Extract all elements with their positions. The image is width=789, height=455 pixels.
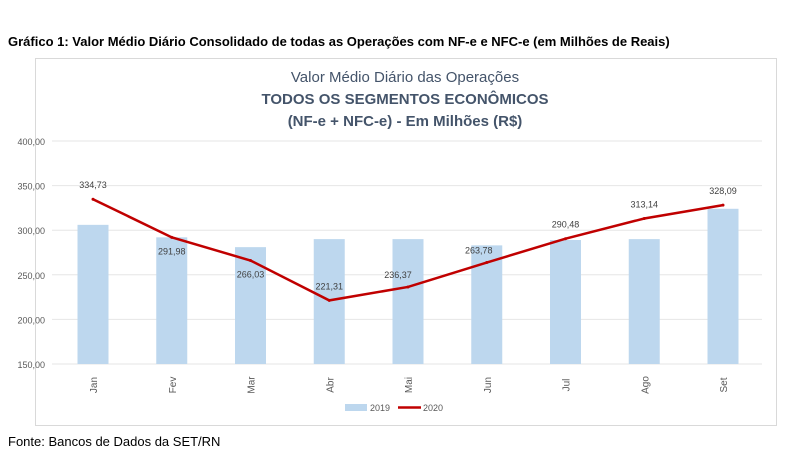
x-tick-label: Mai — [404, 377, 415, 393]
x-tick-label: Set — [719, 377, 730, 392]
chart-title-1: Valor Médio Diário das Operações — [291, 69, 519, 86]
data-label-2020: 328,09 — [709, 186, 737, 196]
legend-label-2020: 2020 — [423, 403, 443, 413]
x-tick-label: Jun — [483, 377, 494, 393]
y-tick-label: 150,00 — [17, 360, 45, 370]
x-tick-label: Jul — [562, 379, 573, 392]
point-2020-Mai — [406, 285, 410, 289]
data-label-2020: 263,78 — [465, 246, 493, 256]
point-2020-Abr — [327, 298, 331, 302]
point-2020-Jun — [485, 261, 489, 265]
y-tick-label: 350,00 — [17, 182, 45, 192]
data-label-2020: 291,98 — [158, 246, 186, 256]
source-note: Fonte: Bancos de Dados da SET/RN — [8, 434, 221, 449]
x-tick-label: Jan — [89, 377, 100, 393]
bar-2019-Fev — [156, 237, 188, 364]
point-2020-Jul — [564, 237, 567, 241]
legend-label-2019: 2019 — [370, 403, 390, 413]
bar-2019-Set — [707, 208, 739, 364]
chart-title-3: (NF-e + NFC-e) - Em Milhões (R$) — [288, 113, 523, 130]
point-2020-Jan — [91, 197, 95, 201]
data-label-2020: 290,48 — [552, 220, 580, 230]
figure-title: Gráfico 1: Valor Médio Diário Consolidad… — [8, 34, 670, 49]
y-tick-label: 300,00 — [17, 226, 45, 236]
chart-title-2: TODOS OS SEGMENTOS ECONÔMICOS — [262, 90, 549, 108]
legend-swatch-2019 — [345, 404, 367, 411]
data-label-2020: 266,03 — [237, 270, 265, 280]
data-label-2020: 221,31 — [315, 281, 343, 291]
y-tick-label: 250,00 — [17, 271, 45, 281]
data-label-2020: 334,73 — [79, 180, 107, 190]
point-2020-Mar — [249, 259, 252, 263]
y-tick-label: 200,00 — [17, 315, 45, 325]
x-tick-label: Abr — [325, 377, 336, 393]
chart-frame — [35, 58, 777, 426]
bar-2019-Jan — [77, 224, 109, 364]
x-tick-label: Mar — [247, 376, 258, 394]
x-tick-label: Ago — [640, 376, 651, 394]
y-tick-label: 400,00 — [17, 137, 45, 147]
point-2020-Fev — [170, 235, 174, 239]
point-2020-Set — [721, 203, 725, 207]
data-label-2020: 236,37 — [384, 270, 412, 280]
bar-2019-Jul — [550, 240, 581, 364]
x-tick-label: Fev — [168, 377, 179, 394]
bar-2019-Ago — [628, 239, 660, 364]
point-2020-Ago — [642, 216, 646, 220]
data-label-2020: 313,14 — [630, 199, 658, 209]
bar-2019-Mai — [392, 239, 424, 364]
